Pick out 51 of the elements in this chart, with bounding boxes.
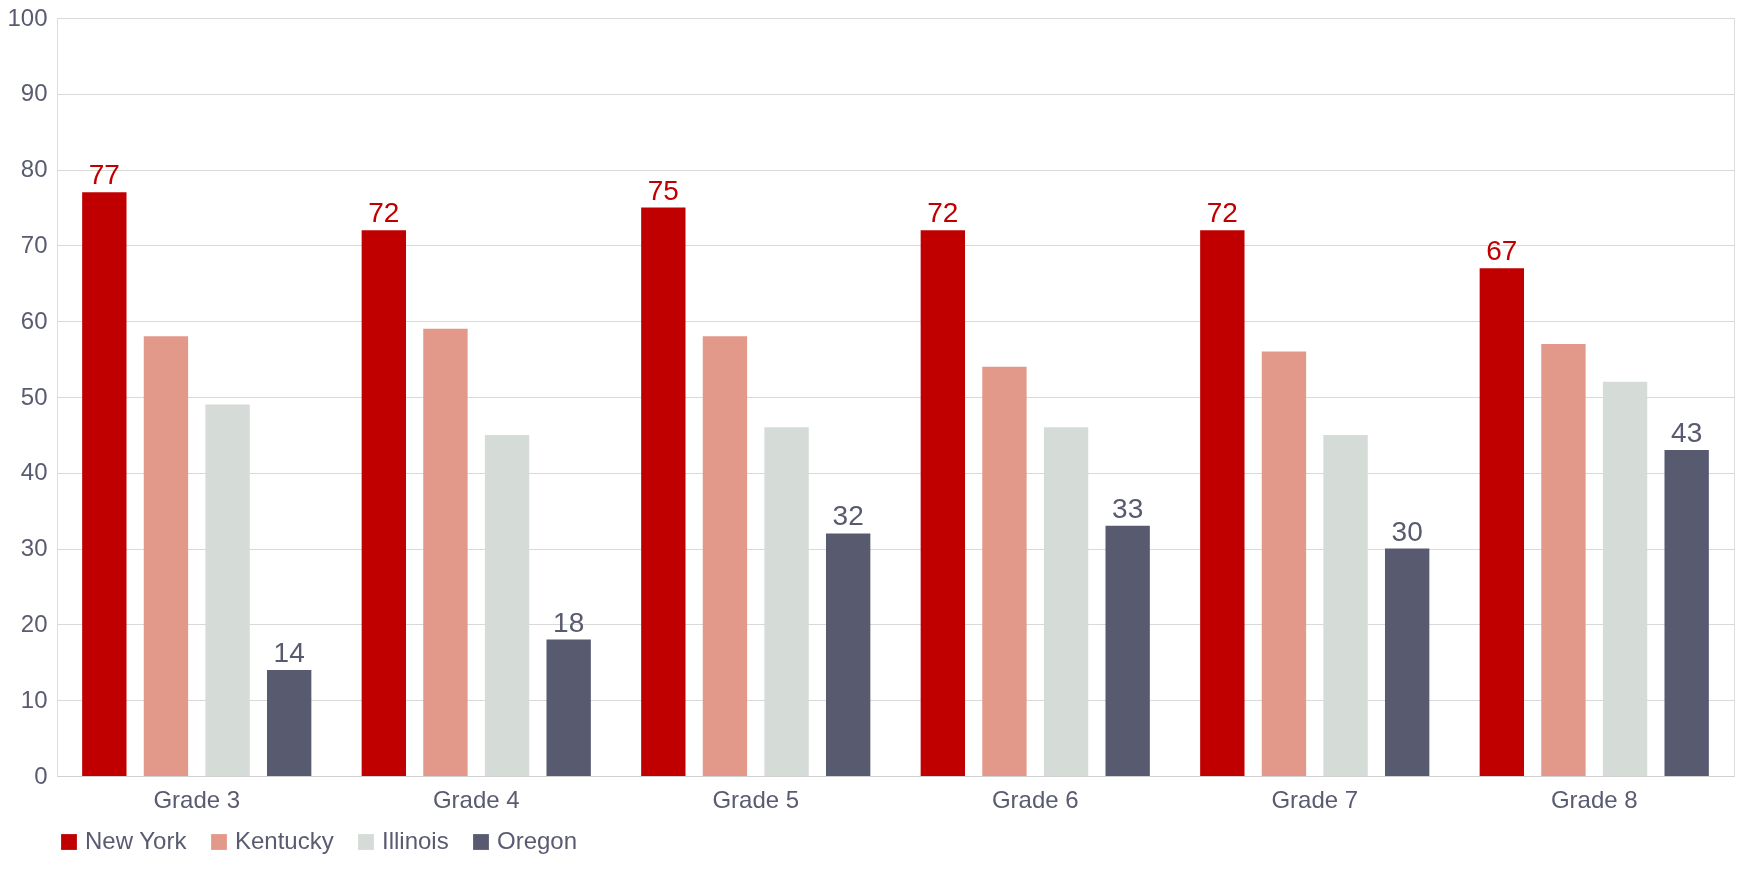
data-label: 43	[1671, 417, 1703, 449]
bar	[1541, 343, 1586, 776]
data-label: 30	[1391, 515, 1423, 547]
data-label: 72	[368, 197, 400, 229]
y-tick-label: 0	[34, 761, 48, 789]
bar	[423, 328, 468, 776]
bar	[1200, 230, 1245, 776]
y-tick-label: 60	[20, 306, 48, 334]
x-tick-label: Grade 3	[153, 785, 241, 813]
data-label: 32	[832, 500, 864, 532]
bar	[982, 366, 1027, 776]
bar	[1105, 525, 1150, 776]
y-tick-label: 90	[20, 79, 48, 107]
x-tick-label: Grade 6	[991, 785, 1079, 813]
y-tick-label: 10	[20, 685, 48, 713]
bar	[1384, 548, 1430, 776]
bar	[361, 230, 407, 776]
y-tick-label: 20	[20, 609, 48, 637]
legend-label: Illinois	[382, 827, 449, 854]
x-tick-label: Grade 4	[432, 785, 520, 813]
bar	[641, 207, 686, 776]
data-label: 18	[553, 606, 585, 638]
legend-label: New York	[85, 827, 188, 854]
y-tick-label: 30	[20, 534, 48, 562]
y-tick-label: 80	[20, 155, 48, 183]
bar	[1479, 268, 1525, 776]
x-tick-label: Grade 8	[1550, 785, 1638, 813]
bar	[266, 669, 312, 776]
y-tick-label: 40	[20, 458, 48, 486]
bar	[702, 336, 748, 776]
bar	[920, 230, 966, 776]
data-label: 67	[1486, 235, 1518, 267]
legend-label: Oregon	[497, 827, 578, 854]
bar	[1664, 450, 1709, 776]
data-label: 33	[1112, 492, 1144, 524]
x-tick-label: Grade 7	[1271, 785, 1359, 813]
y-tick-label: 70	[20, 230, 48, 258]
bar	[546, 639, 591, 776]
data-label: 72	[1206, 197, 1238, 229]
legend-label: Kentucky	[235, 827, 334, 854]
bar	[825, 533, 871, 776]
bar	[143, 336, 189, 776]
y-tick-label: 50	[20, 382, 48, 410]
bar	[82, 192, 127, 776]
data-label: 77	[88, 159, 120, 191]
data-label: 14	[273, 636, 305, 668]
data-label: 75	[647, 174, 679, 206]
bar	[1261, 351, 1307, 776]
data-label: 72	[927, 197, 959, 229]
x-tick-label: Grade 5	[712, 785, 800, 813]
y-tick-label: 100	[7, 3, 48, 31]
